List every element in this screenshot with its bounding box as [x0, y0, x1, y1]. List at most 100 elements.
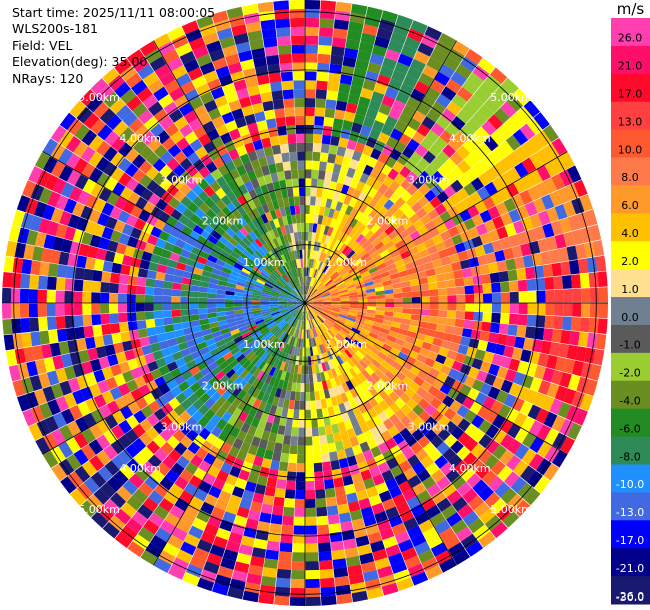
velocity-gate [247, 444, 259, 456]
velocity-gate [181, 144, 195, 158]
velocity-gate [198, 308, 208, 315]
velocity-gate [316, 283, 324, 291]
velocity-gate [300, 258, 304, 268]
velocity-gate [362, 325, 372, 332]
velocity-gate [312, 435, 320, 446]
velocity-gate [382, 175, 394, 188]
velocity-gate [5, 349, 18, 366]
velocity-gate [462, 102, 478, 118]
velocity-gate [327, 226, 334, 237]
velocity-gate [298, 258, 302, 268]
velocity-gate [276, 360, 283, 370]
velocity-gate [183, 59, 200, 73]
velocity-gate [488, 363, 500, 377]
velocity-gate [184, 533, 200, 548]
velocity-gate [143, 392, 156, 405]
velocity-gate [263, 37, 278, 48]
velocity-gate [254, 283, 264, 290]
velocity-gate [500, 212, 513, 226]
velocity-gate [405, 224, 417, 235]
velocity-gate [251, 294, 261, 299]
velocity-gate [496, 333, 508, 346]
velocity-gate [484, 74, 502, 91]
velocity-gate [290, 364, 296, 374]
velocity-gate [220, 442, 233, 454]
velocity-gate [248, 406, 258, 417]
velocity-gate [39, 330, 50, 345]
velocity-gate [521, 157, 537, 174]
velocity-gate [310, 277, 315, 287]
velocity-gate [344, 247, 353, 257]
velocity-gate [542, 367, 555, 383]
velocity-gate [296, 303, 305, 306]
velocity-gate [367, 303, 377, 307]
velocity-gate [114, 508, 132, 525]
velocity-gate [321, 293, 331, 298]
velocity-gate [528, 169, 543, 186]
velocity-gate [267, 263, 276, 272]
velocity-gate [59, 112, 77, 131]
velocity-gate [349, 300, 359, 303]
velocity-gate [299, 400, 305, 410]
velocity-gate [93, 259, 105, 271]
velocity-gate [97, 380, 110, 394]
velocity-gate [367, 187, 378, 199]
velocity-gate [500, 101, 517, 118]
velocity-gate [305, 303, 314, 306]
velocity-gate [318, 36, 333, 46]
velocity-gate [330, 309, 340, 314]
velocity-gate [340, 203, 349, 214]
velocity-gate [104, 344, 116, 357]
velocity-gate [132, 423, 146, 438]
velocity-gate [168, 108, 184, 123]
velocity-gate [313, 301, 323, 303]
velocity-gate [436, 115, 451, 130]
velocity-gate [259, 512, 272, 524]
velocity-gate [460, 533, 478, 550]
velocity-gate [420, 363, 432, 374]
velocity-gate [470, 443, 486, 458]
velocity-gate [560, 261, 571, 276]
velocity-gate [293, 250, 298, 260]
velocity-gate [368, 332, 379, 340]
velocity-gate [334, 263, 343, 272]
velocity-gate [321, 309, 330, 314]
velocity-gate [452, 40, 470, 56]
velocity-gate [272, 396, 280, 407]
colorbar-tick-label: 21.0 [618, 60, 643, 73]
velocity-gate [172, 429, 186, 443]
velocity-gate [290, 308, 299, 315]
velocity-gate [218, 74, 233, 87]
velocity-gate [286, 125, 296, 135]
velocity-gate [245, 21, 262, 33]
velocity-gate [346, 427, 357, 439]
velocity-gate [563, 231, 576, 247]
velocity-gate [130, 227, 142, 240]
velocity-gate [282, 333, 289, 343]
velocity-gate [397, 213, 409, 225]
velocity-gate [361, 356, 372, 366]
velocity-gate [405, 355, 417, 366]
velocity-gate [373, 140, 386, 152]
velocity-gate [227, 415, 239, 427]
velocity-gate [189, 381, 202, 393]
velocity-gate [38, 187, 53, 204]
velocity-gate [207, 254, 218, 264]
velocity-gate [138, 109, 154, 125]
velocity-gate [208, 282, 218, 290]
velocity-gate [360, 328, 371, 336]
velocity-gate [338, 267, 347, 275]
velocity-gate [167, 534, 184, 550]
velocity-gate [384, 240, 395, 250]
velocity-gate [271, 311, 280, 316]
velocity-gate [141, 460, 156, 476]
velocity-gate [159, 178, 173, 191]
velocity-gate [403, 467, 417, 481]
velocity-gate [146, 440, 161, 455]
velocity-gate [327, 442, 337, 453]
velocity-gate [269, 209, 278, 220]
velocity-gate [411, 290, 421, 298]
velocity-gate [344, 205, 354, 216]
velocity-gate [378, 400, 390, 411]
velocity-gate [306, 276, 310, 286]
